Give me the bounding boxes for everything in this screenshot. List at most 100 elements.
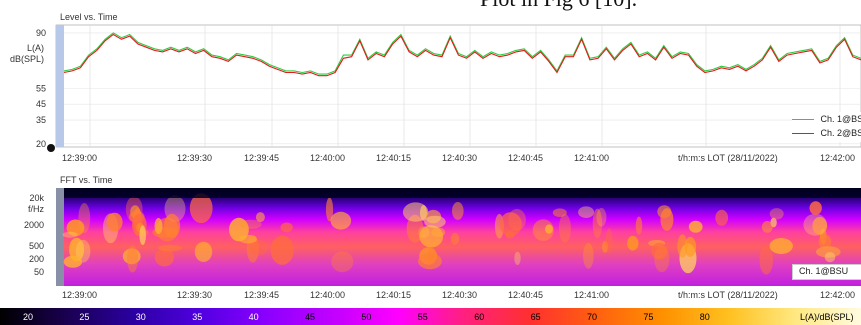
fft-hotspot: [255, 212, 265, 223]
fft-hotspot: [158, 244, 182, 252]
fft-hotspot: [406, 214, 424, 243]
legend-label-ch1: Ch. 1@BSU: [820, 114, 861, 124]
colorbar-gradient: [0, 308, 861, 325]
colorbar-tick-3: 35: [192, 312, 202, 322]
fft-top-band: [64, 188, 861, 198]
fft-ytick-3: 50: [33, 267, 44, 277]
level-ylabel-2: dB(SPL): [9, 54, 44, 64]
fft-hotspot: [63, 255, 83, 268]
fft-hotspot: [154, 218, 163, 234]
level-xtick-3: 12:40:00: [310, 153, 346, 163]
fft-legend-label: Ch. 1@BSU: [799, 266, 849, 276]
fft-hotspot: [818, 234, 832, 249]
colorbar-label: L(A)/dB(SPL): [800, 312, 854, 322]
level-xtick-6: 12:40:45: [508, 153, 544, 163]
fft-hotspot: [431, 227, 446, 237]
level-xtick-8: t/h:m:s LOT (28/11/2022): [678, 153, 778, 163]
fft-xtick-8: t/h:m:s LOT (28/11/2022): [678, 290, 778, 300]
colorbar-tick-2: 30: [136, 312, 146, 322]
level-legend: Ch. 1@BSU Ch. 2@BSU: [792, 112, 861, 142]
fft-hotspot: [654, 245, 670, 273]
fft-hotspot: [127, 245, 138, 273]
fft-xtick-5: 12:40:30: [442, 290, 478, 300]
fft-ytick-2: 200: [28, 254, 44, 264]
fft-xtick-3: 12:40:00: [310, 290, 346, 300]
legend-label-ch2: Ch. 2@BSU: [820, 128, 861, 138]
level-ytick-4: 90: [36, 28, 46, 38]
fft-hotspot: [596, 208, 607, 227]
fft-hotspot: [499, 212, 522, 237]
fft-ytick-0: 2000: [23, 220, 44, 230]
fft-hotspot: [163, 213, 181, 238]
level-ytick-0: 20: [36, 139, 46, 149]
fft-hotspot: [552, 208, 567, 217]
fft-chart-title: FFT vs. Time: [60, 175, 113, 185]
fft-hotspot: [325, 197, 334, 222]
colorbar-tick-12: 80: [700, 312, 710, 322]
fft-hotspot: [249, 239, 268, 256]
fft-hotspot: [270, 235, 294, 265]
fft-hotspot: [419, 225, 444, 248]
fft-hotspot: [545, 224, 553, 234]
fft-hotspot: [280, 222, 293, 233]
legend-swatch-ch2: [792, 133, 814, 135]
fft-xtick-0: 12:39:00: [62, 290, 98, 300]
fft-hotspot: [330, 211, 352, 230]
fft-hotspot: [75, 239, 91, 263]
level-chart-title: Level vs. Time: [60, 12, 118, 22]
colorbar-tick-9: 65: [531, 312, 541, 322]
fft-hotspot: [651, 242, 668, 260]
fft-spectrogram: [56, 188, 861, 286]
colorbar-tick-8: 60: [474, 312, 484, 322]
fft-hotspot: [803, 213, 827, 236]
level-xtick-2: 12:39:45: [244, 153, 280, 163]
fft-hotspot: [139, 225, 146, 245]
fft-xtick-9: 12:42:00: [820, 290, 856, 300]
fft-xtick-6: 12:40:45: [508, 290, 544, 300]
fft-hotspot: [592, 208, 603, 239]
fft-hotspot: [238, 234, 257, 244]
level-ytick-3: 55: [36, 83, 46, 93]
fft-hotspot: [122, 248, 141, 265]
fft-xtick-1: 12:39:30: [177, 290, 213, 300]
fft-hotspot: [106, 212, 123, 232]
fft-hotspot: [62, 231, 78, 238]
fft-hotspot: [688, 220, 703, 233]
level-plot-area: [55, 24, 861, 148]
legend-swatch-ch1: [792, 119, 814, 121]
colorbar-tick-10: 70: [587, 312, 597, 322]
fft-hotspot: [69, 237, 85, 262]
colorbar-tick-5: 45: [305, 312, 315, 322]
level-ytick-2: 45: [36, 99, 46, 109]
fft-ytick-1: 500: [28, 241, 44, 251]
fft-hotspot: [677, 234, 688, 258]
fft-hotspot: [602, 241, 609, 253]
legend-item-ch2: Ch. 2@BSU: [792, 128, 861, 138]
level-left-band: [56, 25, 64, 147]
level-series-2-line: [63, 33, 861, 77]
fft-hotspot: [635, 216, 643, 235]
legend-item-ch1: Ch. 1@BSU: [792, 114, 861, 124]
colorbar-tick-1: 25: [79, 312, 89, 322]
fft-hotspot: [627, 235, 639, 251]
fft-hotspot: [769, 238, 793, 254]
fft-hotspot: [154, 248, 174, 267]
fft-hotspot: [427, 246, 436, 265]
level-xtick-7: 12:41:00: [574, 153, 610, 163]
level-series-1-line: [63, 32, 861, 75]
fft-hotspot: [578, 206, 595, 218]
fft-xtick-4: 12:40:15: [376, 290, 412, 300]
fft-hotspot: [402, 202, 429, 222]
fft-hotspot: [514, 251, 521, 265]
fft-hotspot: [583, 242, 594, 269]
fft-hotspot: [424, 215, 446, 228]
colorbar-tick-0: 20: [23, 312, 33, 322]
colorbar-tick-4: 40: [249, 312, 259, 322]
level-xtick-1: 12:39:30: [177, 153, 213, 163]
colorbar-tick-6: 50: [361, 312, 371, 322]
fft-hotspot: [684, 236, 697, 257]
level-xtick-9: 12:42:00: [820, 153, 856, 163]
level-xtick-4: 12:40:15: [376, 153, 412, 163]
fft-hotspot: [761, 221, 773, 233]
origin-marker: [47, 144, 55, 152]
